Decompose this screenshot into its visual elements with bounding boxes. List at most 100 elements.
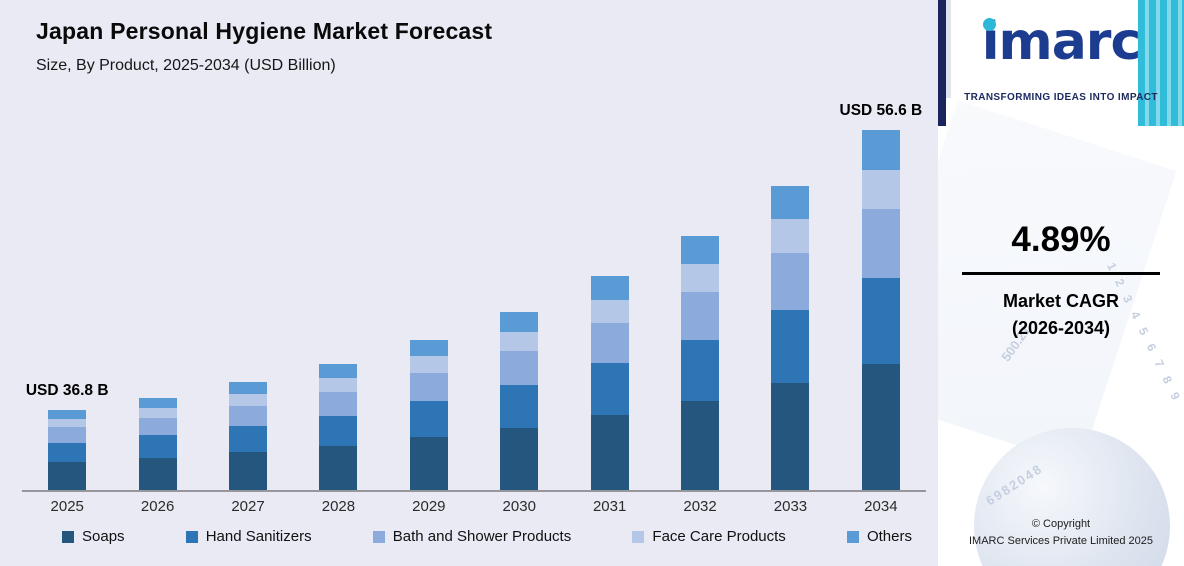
chart-legend: Soaps Hand Sanitizers Bath and Shower Prod… [62, 528, 912, 545]
bar-segment-others [500, 312, 539, 332]
bar-segment-soaps [771, 382, 810, 490]
bar-segment-others [771, 185, 810, 220]
bar-segment-hand-sanitizers [500, 384, 539, 428]
bar-segment-soaps [48, 461, 87, 490]
copyright-line1: © Copyright [1031, 517, 1091, 530]
legend-item: Face Care Products [632, 528, 786, 545]
bar-column: USD 56.6 B 2034 [836, 88, 926, 515]
legend-label: Bath and Shower Products [392, 528, 572, 545]
bar-segment-bath-and-shower-products [229, 405, 268, 427]
bar-column: 2027 [203, 88, 293, 515]
legend-swatch [846, 530, 859, 543]
x-axis-label: 2027 [231, 498, 265, 515]
bar-segment-soaps [861, 364, 900, 490]
x-axis-label: 2033 [773, 498, 808, 515]
bar-segment-face-care-products [229, 394, 268, 406]
legend-item: Bath and Shower Products [372, 528, 572, 545]
decorative-navy-bar [938, 0, 946, 126]
stacked-bar [500, 312, 539, 490]
bar-column: 2026 [112, 88, 202, 515]
legend-swatch [372, 530, 385, 543]
cagr-block: 4.89% Market CAGR (2026-2034) [938, 220, 1184, 339]
legend-label: Others [866, 528, 912, 545]
x-axis-label: 2026 [140, 498, 175, 515]
x-axis-label: 2034 [864, 498, 898, 515]
bar-segment-soaps [590, 414, 629, 490]
bar-segment-hand-sanitizers [681, 340, 720, 402]
cagr-underline [962, 272, 1160, 275]
legend-label: Face Care Products [652, 528, 786, 545]
x-axis-label: 2032 [683, 498, 717, 515]
bar-segment-soaps [319, 445, 358, 490]
stacked-bar [138, 398, 177, 490]
legend-item: Hand Sanitizers [185, 528, 312, 545]
stacked-bar [319, 364, 358, 490]
bar-segment-bath-and-shower-products [771, 252, 810, 311]
bar-segment-bath-and-shower-products [681, 291, 720, 341]
bar-segment-others [409, 339, 448, 357]
bar-total-label: USD 36.8 B [25, 382, 109, 399]
bar-segment-others [590, 276, 629, 300]
stacked-bar [48, 410, 87, 490]
bar-column: USD 36.8 B 2025 [22, 88, 112, 515]
bar-column: 2031 [564, 88, 654, 515]
bar-column: 2029 [384, 88, 474, 515]
bar-segment-soaps [681, 401, 720, 490]
legend-item: Soaps [62, 528, 125, 545]
bar-segment-face-care-products [500, 331, 539, 351]
copyright: © Copyright IMARC Services Private Limit… [938, 516, 1184, 550]
stacked-bar-chart: USD 36.8 B 2025 2026 2027 2028 2029 2030 2031 20… [22, 88, 926, 515]
bar-segment-bath-and-shower-products [500, 350, 539, 385]
bar-segment-soaps [500, 427, 539, 490]
bar-segment-face-care-products [681, 263, 720, 292]
bar-segment-hand-sanitizers [48, 442, 87, 462]
bar-segment-others [319, 364, 358, 379]
stacked-bar [590, 276, 629, 490]
decorative-cyan-stripes [1138, 0, 1184, 126]
cagr-value: 4.89% [1011, 220, 1111, 259]
bar-segment-hand-sanitizers [409, 401, 448, 438]
bar-segment-bath-and-shower-products [138, 418, 177, 436]
x-axis-label: 2031 [592, 498, 627, 515]
x-axis-label: 2028 [321, 498, 356, 515]
bar-segment-soaps [138, 457, 177, 490]
bar-segment-others [138, 398, 177, 409]
bar-segment-hand-sanitizers [138, 435, 177, 458]
bar-segment-face-care-products [771, 219, 810, 253]
page-subtitle: Size, By Product, 2025-2034 (USD Billion… [36, 57, 336, 74]
stacked-bar [409, 339, 448, 490]
bar-total-label: USD 56.6 B [839, 102, 923, 119]
bar-segment-others [229, 382, 268, 395]
bar-segment-bath-and-shower-products [48, 427, 87, 443]
bar-segment-hand-sanitizers [590, 363, 629, 415]
bar-segment-bath-and-shower-products [319, 391, 358, 416]
imarc-logo: imarc [938, 16, 1184, 68]
bar-segment-bath-and-shower-products [409, 372, 448, 402]
stacked-bar [861, 130, 900, 490]
bar-segment-face-care-products [138, 408, 177, 419]
bar-segment-bath-and-shower-products [590, 322, 629, 364]
chart-panel: Japan Personal Hygiene Market Forecast S… [0, 0, 938, 566]
brand-sidebar: 500.21 1 2 3 4 5 6 7 8 9 6982048 imarc T… [938, 0, 1184, 566]
stacked-bar [229, 382, 268, 490]
stacked-bar [771, 185, 810, 490]
stacked-bar [681, 236, 720, 490]
legend-label: Soaps [82, 528, 125, 545]
bar-segment-face-care-products [319, 378, 358, 392]
x-axis-label: 2030 [502, 498, 536, 515]
bar-segment-others [48, 410, 87, 419]
bar-column: 2032 [655, 88, 745, 515]
bar-segment-face-care-products [861, 169, 900, 209]
bar-segment-bath-and-shower-products [861, 208, 900, 278]
legend-swatch [185, 530, 198, 543]
legend-label: Hand Sanitizers [205, 528, 312, 545]
imarc-logo-inner: imarc [982, 16, 1142, 68]
legend-swatch [62, 530, 74, 543]
bar-segment-hand-sanitizers [319, 415, 358, 446]
imarc-logo-dot-icon [982, 18, 996, 31]
bar-column: 2030 [474, 88, 564, 515]
bar-segment-soaps [409, 437, 448, 490]
bar-segment-face-care-products [48, 418, 87, 428]
bar-segment-others [681, 236, 720, 264]
